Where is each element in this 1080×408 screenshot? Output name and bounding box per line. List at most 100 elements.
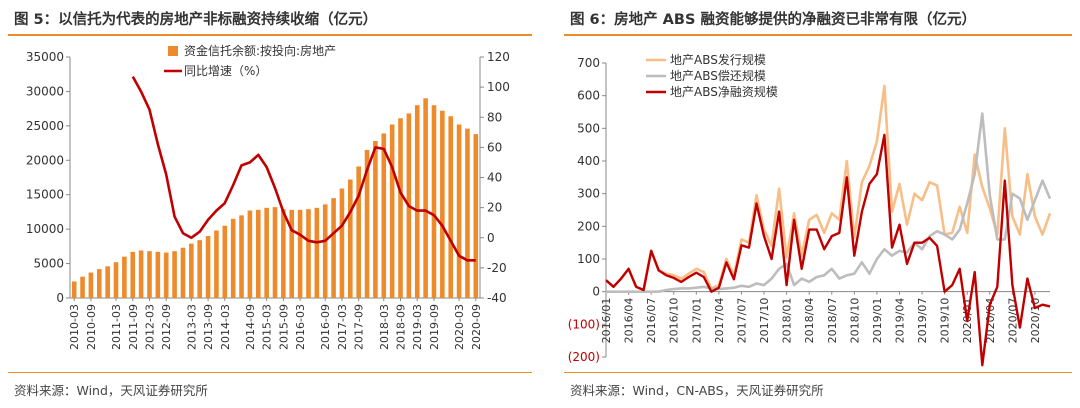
trust-balance-bar bbox=[348, 179, 353, 298]
x-tick-label: 2014-09 bbox=[244, 304, 257, 350]
x-tick-label: 2016/10 bbox=[668, 298, 681, 344]
trust-balance-bar bbox=[423, 98, 428, 298]
trust-balance-bar bbox=[147, 251, 152, 298]
left-y-tick-label: 10000 bbox=[26, 222, 64, 236]
x-tick-label: 2015-03 bbox=[261, 304, 274, 350]
x-tick-label: 2019/04 bbox=[893, 298, 906, 344]
y-tick-label: 700 bbox=[577, 56, 600, 70]
trust-balance-bar bbox=[239, 215, 244, 298]
y-tick-label: 300 bbox=[577, 187, 600, 201]
x-tick-label: 2016/01 bbox=[600, 298, 613, 344]
x-tick-label: 2010-09 bbox=[85, 304, 98, 350]
left-y-tick-label: 0 bbox=[56, 291, 64, 305]
x-tick-label: 2017/01 bbox=[690, 298, 703, 344]
trust-balance-bar bbox=[264, 207, 269, 298]
left-chart-title: 图 5：以信托为代表的房地产非标融资持续收缩（亿元） bbox=[14, 12, 378, 28]
x-tick-label: 2020/07 bbox=[1006, 298, 1019, 344]
trust-balance-bar bbox=[122, 256, 127, 298]
right-y-tick-label: 20 bbox=[487, 201, 502, 215]
growth-rate-line bbox=[131, 75, 476, 262]
abs-net-financing-line bbox=[605, 133, 1051, 367]
trust-balance-bar bbox=[448, 116, 454, 299]
trust-balance-bar bbox=[440, 110, 445, 298]
x-tick-label: 2020-03 bbox=[453, 304, 466, 350]
trust-balance-bar bbox=[281, 209, 286, 298]
x-tick-label: 2011-03 bbox=[110, 304, 123, 350]
trust-balance-bar bbox=[189, 243, 194, 298]
x-tick-label: 2016-09 bbox=[319, 304, 332, 350]
trust-balance-bar bbox=[205, 236, 211, 298]
y-tick-label: 200 bbox=[577, 219, 600, 233]
trust-balance-bar bbox=[356, 166, 361, 298]
y-tick-label: (200) bbox=[568, 350, 600, 364]
trust-balance-bar bbox=[398, 118, 403, 298]
right-y-tick-label: 80 bbox=[487, 110, 502, 124]
x-tick-label: 2017/04 bbox=[713, 298, 726, 344]
left-title-rule bbox=[8, 34, 532, 36]
trust-balance-bar bbox=[473, 134, 479, 298]
x-tick-label: 2011-09 bbox=[127, 304, 140, 350]
x-tick-label: 2016/07 bbox=[645, 298, 658, 344]
trust-balance-bar bbox=[364, 149, 370, 298]
trust-balance-bar bbox=[222, 225, 228, 298]
right-y-tick-label: 100 bbox=[487, 80, 510, 94]
trust-balance-bar bbox=[172, 251, 177, 298]
trust-balance-bar bbox=[130, 251, 136, 298]
x-tick-label: 2013-03 bbox=[185, 304, 198, 350]
trust-balance-bar bbox=[289, 209, 295, 298]
right-y-tick-label: 120 bbox=[487, 50, 510, 64]
left-chart: 0 5000 10000 15000 20000 25000 30000 35000 -40 -2… bbox=[26, 43, 510, 350]
x-tick-label: 2020-09 bbox=[470, 304, 483, 350]
x-tick-label: 2018-09 bbox=[395, 304, 408, 350]
right-title-rule bbox=[564, 34, 1072, 36]
left-y-tick-label: 20000 bbox=[26, 153, 64, 167]
x-tick-label: 2019-09 bbox=[428, 304, 441, 350]
right-source-note: 资料来源：Wind，CN-ABS，天风证券研究所 bbox=[570, 383, 824, 398]
x-tick-label: 2019-03 bbox=[411, 304, 424, 350]
x-tick-label: 2018-03 bbox=[378, 304, 391, 350]
trust-balance-bar bbox=[214, 230, 219, 298]
x-tick-label: 2014-03 bbox=[219, 304, 232, 350]
left-source-note: 资料来源：Wind，天风证券研究所 bbox=[14, 383, 208, 398]
left-y-tick-label: 5000 bbox=[33, 257, 64, 271]
legend-bar-swatch bbox=[168, 46, 178, 56]
right-chart-title: 图 6：房地产 ABS 融资能够提供的净融资已非常有限（亿元） bbox=[570, 12, 976, 28]
legend-label: 地产ABS净融资规模 bbox=[670, 84, 778, 99]
right-panel: 图 6：房地产 ABS 融资能够提供的净融资已非常有限（亿元） (200) (10… bbox=[556, 0, 1080, 408]
left-bottom-rule bbox=[8, 372, 532, 373]
left-y-tick-label: 30000 bbox=[26, 84, 64, 98]
right-y-tick-label: 40 bbox=[487, 171, 502, 185]
x-tick-label: 2017/07 bbox=[735, 298, 748, 344]
left-y-tick-label: 25000 bbox=[26, 119, 64, 133]
y-tick-label: 0 bbox=[592, 285, 600, 299]
legend-label: 地产ABS偿还规模 bbox=[670, 68, 766, 83]
y-tick-label: 100 bbox=[577, 252, 600, 266]
trust-balance-bar bbox=[272, 207, 278, 298]
x-tick-label: 2016/04 bbox=[623, 298, 636, 344]
trust-balance-bar bbox=[339, 188, 345, 298]
x-tick-label: 2018/04 bbox=[803, 298, 816, 344]
x-tick-label: 2018/07 bbox=[826, 298, 839, 344]
x-tick-label: 2019/10 bbox=[939, 298, 952, 344]
trust-balance-bar bbox=[314, 207, 320, 298]
trust-balance-bar bbox=[96, 269, 102, 298]
trust-balance-bar bbox=[431, 105, 437, 298]
x-tick-label: 2010-03 bbox=[68, 304, 81, 350]
trust-balance-bar bbox=[322, 204, 328, 298]
trust-balance-bar bbox=[155, 251, 161, 298]
trust-balance-bar bbox=[247, 210, 253, 298]
legend-line-label: 同比增速（%） bbox=[184, 64, 267, 78]
x-tick-label: 2017/10 bbox=[758, 298, 771, 344]
x-tick-label: 2013-09 bbox=[202, 304, 215, 350]
x-tick-label: 2016-03 bbox=[294, 304, 307, 350]
x-tick-label: 2018/01 bbox=[781, 298, 794, 344]
trust-balance-bar bbox=[331, 198, 336, 298]
trust-balance-bar bbox=[230, 218, 236, 298]
legend-bar-label: 资金信托余额:按投向:房地产 bbox=[184, 43, 336, 58]
y-tick-label: 400 bbox=[577, 154, 600, 168]
trust-balance-bar bbox=[138, 250, 144, 298]
x-tick-label: 2020/10 bbox=[1029, 298, 1042, 344]
y-tick-label: (100) bbox=[568, 317, 600, 331]
x-tick-label: 2017-09 bbox=[353, 304, 366, 350]
right-y-tick-label: -40 bbox=[487, 291, 507, 305]
